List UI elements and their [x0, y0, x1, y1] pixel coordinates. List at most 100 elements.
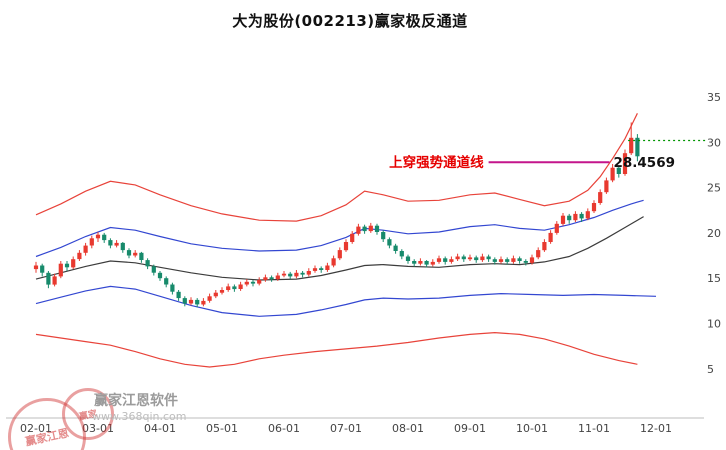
candle-body [46, 272, 51, 285]
candle-body [368, 225, 373, 232]
candle-body [58, 263, 63, 277]
candle-body [517, 258, 522, 261]
candle-body [170, 284, 175, 292]
x-axis-tick-07-01: 07-01 [330, 422, 362, 435]
candle-body [585, 211, 590, 219]
candle-body [95, 234, 101, 239]
candle-body [306, 271, 311, 275]
candle-body [331, 258, 336, 266]
brand-seal-icon-small: 赢家 [62, 388, 114, 440]
watermark-url: www.368qin.com [92, 410, 187, 423]
candle-body [139, 252, 144, 260]
candle-body [474, 257, 479, 261]
candle-body [436, 258, 442, 262]
candle-body [126, 250, 132, 256]
x-axis-tick-10-01: 10-01 [516, 422, 548, 435]
candle-body [188, 299, 194, 304]
candle-body [573, 213, 578, 221]
watermark-brand: 赢家江恩软件 [94, 393, 178, 409]
candle-body [467, 257, 473, 260]
candle-body [362, 226, 367, 232]
candle-body [89, 238, 94, 246]
y-axis-tick-10: 10 [707, 318, 721, 331]
candle-body [430, 261, 435, 265]
candle-body [325, 265, 330, 270]
candle-body [145, 260, 150, 267]
last-price-label: 28.4569 [614, 155, 676, 171]
candle-body [350, 233, 355, 242]
candle-body [176, 291, 181, 299]
candle-body [635, 137, 640, 157]
channel-line-outer-lower [35, 331, 638, 368]
candle-body [387, 239, 392, 246]
candle-body [257, 280, 262, 284]
y-axis-tick-35: 35 [707, 91, 721, 104]
candle-body [294, 272, 299, 277]
candle-body [226, 286, 231, 290]
candle-body [213, 292, 218, 297]
candle-body [579, 213, 584, 219]
candle-body [449, 259, 454, 262]
candle-body [356, 226, 361, 234]
candle-body [567, 215, 572, 221]
candle-body [443, 258, 448, 262]
candle-body [542, 242, 547, 251]
candle-body [399, 251, 404, 257]
x-axis-tick-12-01: 12-01 [640, 422, 672, 435]
brand-seal-text: 赢家江恩 [24, 426, 70, 449]
candle-body [151, 266, 156, 273]
y-axis-tick-20: 20 [707, 227, 721, 240]
candle-body [393, 245, 398, 251]
candle-body [418, 261, 423, 264]
candle-body [492, 259, 497, 262]
candle-body [281, 273, 287, 276]
candle-body [157, 272, 163, 279]
x-axis-tick-08-01: 08-01 [392, 422, 424, 435]
candle-body [560, 215, 566, 224]
y-axis-tick-30: 30 [707, 136, 721, 149]
candle-body [498, 259, 504, 262]
candle-body [548, 232, 553, 242]
candle-body [300, 272, 305, 275]
candle-body [33, 265, 39, 270]
candle-body [120, 242, 125, 251]
candle-body [529, 257, 535, 263]
x-axis-tick-09-01: 09-01 [454, 422, 486, 435]
candle-body [591, 203, 597, 212]
y-axis-tick-25: 25 [707, 182, 721, 195]
candle-body [232, 286, 237, 290]
candle-body [238, 284, 243, 289]
candle-body [424, 261, 429, 265]
candle-body [275, 275, 280, 280]
candle-body [83, 245, 88, 253]
candle-body [133, 252, 138, 256]
candle-body [182, 298, 187, 304]
candle-body [622, 153, 628, 174]
candle-body [52, 276, 57, 285]
candle-body [77, 252, 82, 260]
x-axis-tick-11-01: 11-01 [578, 422, 610, 435]
candle-body [511, 258, 516, 262]
channel-line-life-line [35, 216, 644, 281]
candle-body [381, 232, 386, 240]
candle-body [405, 256, 411, 261]
candle-body [71, 259, 76, 268]
candle-body [629, 137, 634, 154]
candle-body [250, 281, 256, 284]
breakout-label: 上穿强势通道线 [389, 154, 484, 171]
candle-body [164, 278, 169, 285]
candle-body [269, 277, 274, 280]
candle-body [343, 242, 349, 251]
candle-body [604, 180, 609, 193]
candle-body [40, 265, 45, 273]
candle-body [319, 268, 324, 270]
candle-body [312, 268, 318, 271]
candle-body [486, 256, 491, 260]
candle-body [114, 242, 119, 246]
y-axis-tick-5: 5 [707, 363, 714, 376]
candle-body [219, 290, 225, 293]
x-axis-tick-04-01: 04-01 [144, 422, 176, 435]
